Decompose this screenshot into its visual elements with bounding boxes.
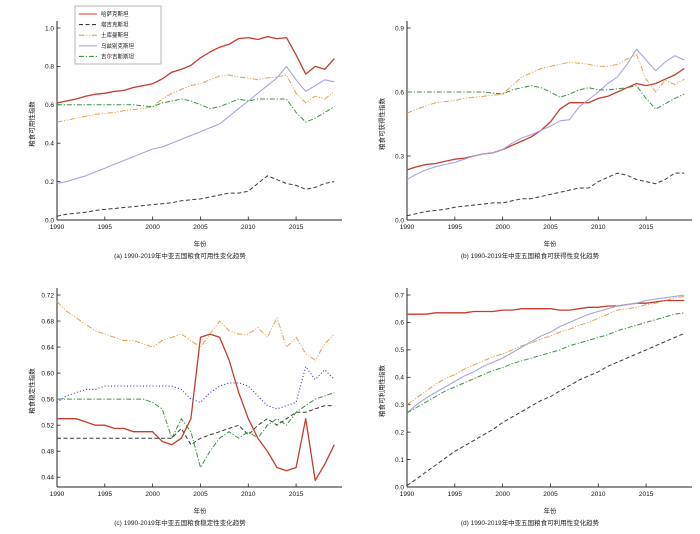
chart-c-canvas: 0.44 0.48 0.52 0.56 0.60 0.64 0.68 0.72 1990 1995… — [27, 288, 342, 498]
y-tick-label: 0.0 — [395, 217, 404, 224]
x-tick-label: 1995 — [448, 491, 463, 498]
series-line-土库曼斯坦 — [56, 74, 335, 123]
y-axis-label: 粮食可利用性指数 — [377, 365, 386, 418]
x-tick-label: 1995 — [98, 491, 113, 498]
x-tick-label: 2005 — [543, 491, 558, 498]
x-tick-label: 2000 — [145, 491, 160, 498]
series-line-乌兹别克斯坦 — [406, 294, 685, 414]
chart-panel-b: 0.0 0.3 0.6 0.9 1990 1995 2000 2005 2010 2015 粮食可获… — [350, 0, 700, 267]
x-tick-label: 2015 — [639, 224, 654, 231]
x-tick-label: 1995 — [98, 224, 113, 231]
y-tick-label: 0.9 — [395, 25, 404, 32]
chart-d-xlabel: 年份 — [543, 508, 557, 515]
series-line-吉尔吉斯斯坦 — [406, 312, 685, 414]
y-tick-label: 0.72 — [41, 292, 54, 299]
y-tick-label: 0.7 — [395, 292, 404, 299]
x-tick-label: 1990 — [400, 224, 415, 231]
chart-a-caption: (a) 1990-2019年中亚五国粮食可用性变化趋势 — [114, 253, 246, 260]
chart-c-xlabel: 年份 — [193, 508, 207, 515]
y-axis-label: 粮食稳定性指数 — [27, 368, 36, 414]
legend-label: 乌兹别克斯坦 — [101, 42, 135, 50]
x-tick-label: 2010 — [591, 224, 606, 231]
x-tick-label: 2010 — [241, 491, 256, 498]
x-tick-label: 2015 — [289, 491, 304, 498]
chart-c-caption: (c) 1990-2019年中亚五国粮食稳定性变化趋势 — [114, 520, 246, 527]
chart-panel-a: 0.0 0.2 0.4 0.6 0.8 1.0 1990 1995 2000 2005 2010 20… — [0, 0, 350, 267]
legend-label: 土库曼斯坦 — [101, 31, 129, 39]
series-line-哈萨克斯坦 — [407, 299, 685, 315]
y-tick-label: 1.0 — [45, 25, 54, 32]
y-tick-label: 0.5 — [395, 347, 404, 354]
x-tick-label: 1990 — [50, 491, 65, 498]
x-tick-label: 1990 — [400, 491, 415, 498]
series-line-吉尔吉斯斯坦 — [57, 392, 335, 468]
y-tick-label: 0.52 — [41, 422, 54, 429]
y-tick-label: 0.48 — [41, 449, 54, 456]
legend-label: 哈萨克斯坦 — [101, 10, 129, 18]
y-tick-label: 0.3 — [395, 402, 404, 409]
x-tick-label: 2015 — [639, 491, 654, 498]
legend-label: 吉尔吉斯斯坦 — [101, 52, 135, 60]
chart-b-xlabel: 年份 — [543, 241, 557, 248]
y-tick-label: 0.44 — [41, 475, 54, 482]
series-line-乌兹别克斯坦 — [56, 366, 335, 410]
chart-b-canvas: 0.0 0.3 0.6 0.9 1990 1995 2000 2005 2010 2015 粮食可获… — [377, 21, 692, 231]
y-tick-label: 0.6 — [395, 320, 404, 327]
x-tick-label: 2010 — [241, 224, 256, 231]
x-tick-label: 1995 — [448, 224, 463, 231]
y-axis-label: 粮食可获得性指数 — [377, 98, 386, 151]
series-line-土库曼斯坦 — [406, 54, 685, 114]
y-tick-label: 0.6 — [45, 102, 54, 109]
x-tick-label: 2000 — [145, 224, 160, 231]
chart-a-xlabel: 年份 — [193, 241, 207, 248]
y-tick-label: 0.3 — [395, 153, 404, 160]
y-tick-label: 0.0 — [45, 217, 54, 224]
series-line-塔吉克斯坦 — [406, 332, 685, 487]
chart-panel-c: 0.44 0.48 0.52 0.56 0.60 0.64 0.68 0.72 1990 1995… — [0, 267, 350, 534]
series-line-塔吉克斯坦 — [56, 175, 335, 217]
y-tick-label: 0.2 — [45, 179, 54, 186]
chart-b-caption: (b) 1990-2019年中亚五国粮食可获得性变化趋势 — [460, 253, 600, 260]
chart-d-caption: (d) 1990-2019年中亚五国粮食可利用性变化趋势 — [460, 520, 600, 527]
series-line-吉尔吉斯斯坦 — [407, 85, 685, 110]
x-tick-label: 2005 — [543, 224, 558, 231]
y-tick-label: 0.1 — [395, 457, 404, 464]
y-tick-label: 0.0 — [395, 484, 404, 491]
y-tick-label: 0.2 — [395, 429, 404, 436]
y-tick-label: 0.68 — [41, 318, 54, 325]
series-line-土库曼斯坦 — [406, 295, 685, 406]
legend-label: 塔吉克斯坦 — [101, 21, 129, 29]
x-tick-label: 2005 — [193, 491, 208, 498]
x-tick-label: 2005 — [193, 224, 208, 231]
series-line-塔吉克斯坦 — [57, 405, 335, 446]
series-line-塔吉克斯坦 — [406, 172, 685, 217]
x-tick-label: 2000 — [495, 491, 510, 498]
series-line-乌兹别克斯坦 — [406, 48, 685, 180]
x-tick-label: 1990 — [50, 224, 65, 231]
chart-panel-d: 0.0 0.1 0.2 0.3 0.4 0.5 0.6 0.7 1990 1995 2000 2005… — [350, 267, 700, 534]
y-tick-label: 0.56 — [41, 396, 54, 403]
chart-a-canvas: 0.0 0.2 0.4 0.6 0.8 1.0 1990 1995 2000 2005 2010 20… — [27, 5, 342, 231]
chart-d-canvas: 0.0 0.1 0.2 0.3 0.4 0.5 0.6 0.7 1990 1995 2000 2005… — [377, 288, 692, 498]
y-tick-label: 0.64 — [41, 344, 54, 351]
y-tick-label: 0.4 — [45, 141, 54, 148]
y-tick-label: 0.6 — [395, 89, 404, 96]
series-line-土库曼斯坦 — [56, 301, 335, 361]
y-tick-label: 0.4 — [395, 375, 404, 382]
x-tick-label: 2000 — [495, 224, 510, 231]
y-tick-label: 0.60 — [41, 370, 54, 377]
x-tick-label: 2010 — [591, 491, 606, 498]
y-axis-label: 粮食可用性指数 — [27, 101, 36, 147]
series-line-乌兹别克斯坦 — [56, 65, 335, 185]
y-tick-label: 0.8 — [45, 64, 54, 71]
series-line-哈萨克斯坦 — [56, 35, 335, 104]
series-line-哈萨克斯坦 — [406, 67, 685, 171]
series-line-吉尔吉斯斯坦 — [57, 98, 335, 123]
series-line-哈萨克斯坦 — [57, 333, 335, 482]
x-tick-label: 2015 — [289, 224, 304, 231]
